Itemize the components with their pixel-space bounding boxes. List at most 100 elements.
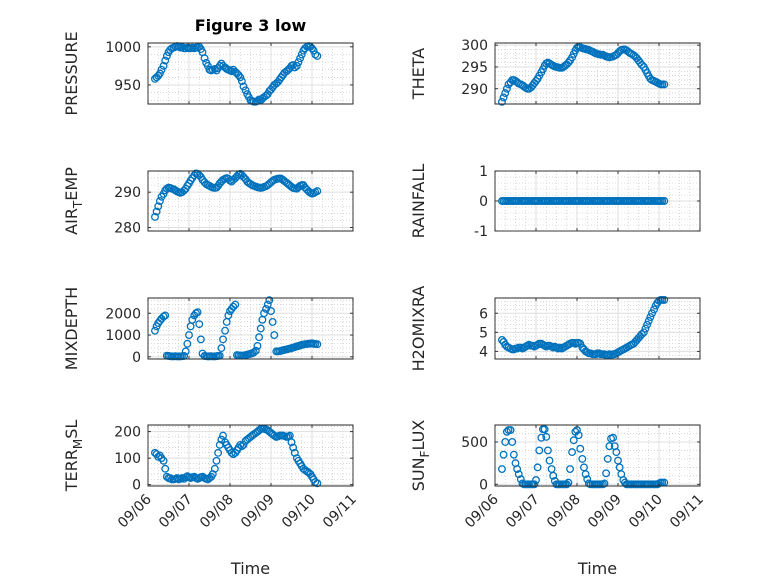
data-point <box>602 469 611 478</box>
data-point <box>501 89 510 98</box>
y-axis-label: SUNFLUX <box>409 420 432 492</box>
data-point <box>200 54 209 63</box>
data-point <box>292 61 301 70</box>
data-point <box>612 448 621 457</box>
data-point <box>224 311 233 320</box>
data-point <box>188 315 197 324</box>
data-point <box>231 300 240 309</box>
x-tick-label: 09/06 <box>462 491 502 531</box>
y-tick-label: 5 <box>479 325 488 341</box>
data-point <box>568 448 577 457</box>
data-series <box>498 197 669 205</box>
data-point <box>265 296 274 305</box>
x-axis-label: Time <box>577 559 617 578</box>
data-point <box>255 333 264 342</box>
data-point <box>249 348 258 357</box>
y-tick-label: 2000 <box>105 306 141 322</box>
x-tick-label: 09/09 <box>238 492 278 532</box>
x-tick-label: 09/07 <box>503 492 543 532</box>
data-point <box>646 313 655 322</box>
y-tick-label: 0 <box>479 477 488 493</box>
y-axis-label: RAINFALL <box>409 164 428 239</box>
data-point <box>603 454 612 463</box>
data-point <box>545 456 554 465</box>
data-point <box>159 312 168 321</box>
y-tick-label: 300 <box>461 38 488 54</box>
y-axis-label: THETA <box>409 48 428 100</box>
y-tick-label: 290 <box>114 185 141 201</box>
data-point <box>499 450 508 459</box>
y-tick-label: 295 <box>461 60 488 76</box>
data-point <box>502 84 511 93</box>
data-point <box>533 463 542 472</box>
data-point <box>609 433 618 442</box>
data-point <box>313 479 322 488</box>
data-point <box>637 60 646 69</box>
data-point <box>239 440 248 449</box>
data-point <box>549 471 558 480</box>
data-point <box>237 442 246 451</box>
subplot-h2omixra: 4 5 6 H2OMIXRA <box>409 286 701 371</box>
y-tick-label: 100 <box>114 451 141 467</box>
y-axis-label: PRESSURE <box>62 31 81 115</box>
data-point <box>530 480 539 489</box>
data-point <box>660 80 669 89</box>
data-point <box>262 304 271 313</box>
subplot-theta: 290 295 300 THETA <box>409 38 701 106</box>
y-tick-label: -1 <box>474 224 488 240</box>
x-tick-label: 09/08 <box>544 492 584 532</box>
data-point <box>537 433 546 442</box>
y-tick-label: 6 <box>479 306 488 322</box>
data-point <box>508 437 517 446</box>
data-point <box>151 326 159 335</box>
data-point <box>192 309 200 318</box>
y-tick-label: 0 <box>132 350 141 366</box>
data-point <box>241 86 250 95</box>
y-tick-label: 1 <box>479 164 488 180</box>
data-point <box>155 69 164 78</box>
data-point <box>535 446 544 455</box>
data-point <box>214 448 223 457</box>
data-point <box>161 464 170 473</box>
data-point <box>309 46 318 55</box>
data-point <box>502 427 511 436</box>
subplot-terr_msl: 0 100 200 09/06 09/07 09/08 09/09 09/10 09/11 TER… <box>62 420 360 578</box>
data-point <box>212 456 221 465</box>
y-tick-label: 0 <box>132 478 141 494</box>
data-point <box>578 454 587 463</box>
data-point <box>178 42 186 51</box>
x-tick-label: 09/11 <box>320 492 360 532</box>
data-point <box>270 331 279 339</box>
data-point <box>311 50 320 59</box>
data-point <box>644 316 653 325</box>
x-tick-label: 09/06 <box>115 491 155 531</box>
data-point <box>151 212 159 221</box>
y-axis-label: AIRTEMP <box>62 167 85 235</box>
data-point <box>513 465 522 474</box>
data-point <box>253 341 262 350</box>
data-point <box>256 324 265 333</box>
axes-frame <box>494 42 701 105</box>
data-series <box>151 169 322 221</box>
data-point <box>221 326 230 335</box>
data-point <box>643 320 652 329</box>
subplot-pressure: 950 1000 PRESSURE Figure 3 low <box>62 16 354 116</box>
data-point <box>296 54 305 63</box>
data-point <box>648 309 656 318</box>
x-tick-label: 09/10 <box>626 492 666 532</box>
data-point <box>185 331 193 339</box>
subplot-sun_flux: 0 500 09/06 09/07 09/08 09/09 09/10 09/11 SUNFLU… <box>409 420 707 578</box>
data-point <box>155 197 164 205</box>
data-point <box>297 50 306 59</box>
y-tick-label: 1000 <box>105 328 141 344</box>
data-point <box>196 335 205 344</box>
data-point <box>236 73 245 82</box>
data-point <box>229 302 238 311</box>
subplot-air_temp: 280 290 AIRTEMP <box>62 167 354 236</box>
data-point <box>159 61 168 70</box>
data-point <box>267 307 275 316</box>
data-point <box>562 480 571 489</box>
x-tick-label: 09/11 <box>667 492 707 532</box>
data-point <box>660 197 669 205</box>
